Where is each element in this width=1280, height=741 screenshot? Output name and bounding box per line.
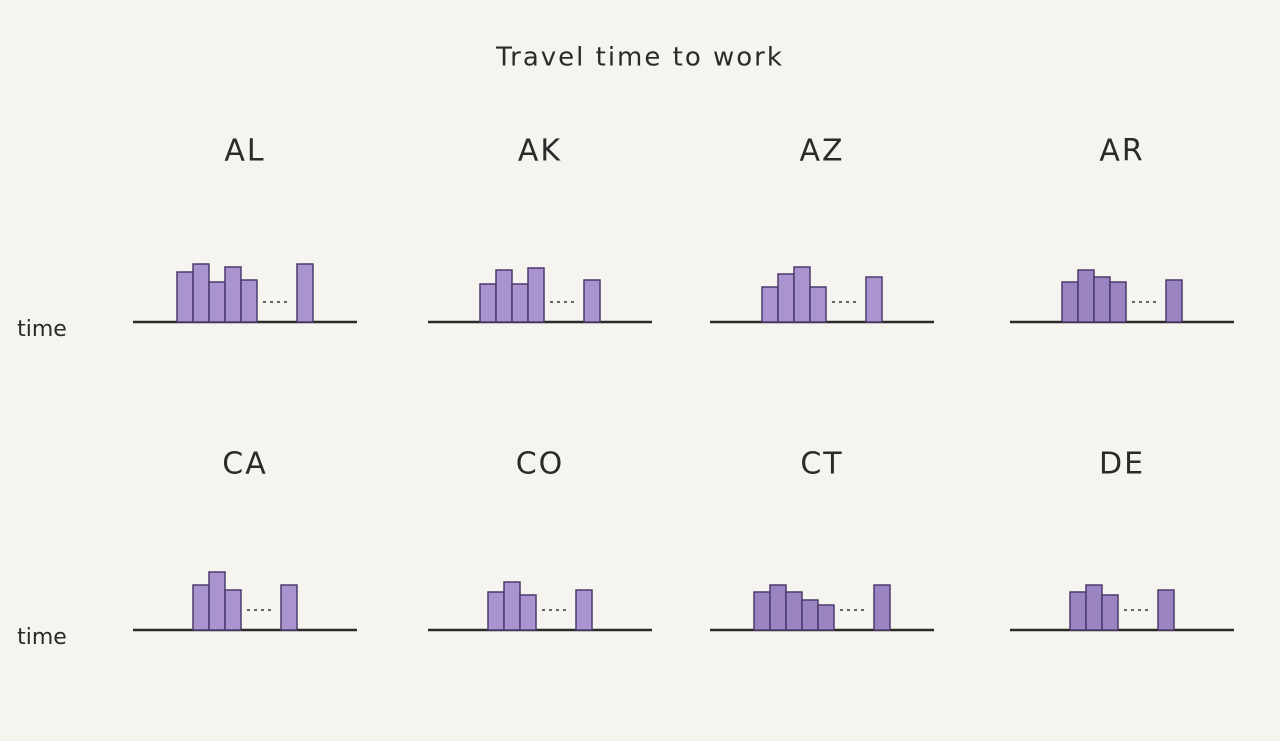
panel-title: CO bbox=[516, 447, 565, 482]
bar bbox=[761, 286, 779, 323]
bar bbox=[785, 591, 803, 631]
y-axis-label: time bbox=[17, 625, 67, 650]
bar bbox=[777, 273, 795, 323]
bar bbox=[479, 283, 497, 323]
panel-title: AZ bbox=[799, 134, 844, 169]
bar bbox=[503, 581, 521, 631]
page-title: Travel time to work bbox=[495, 43, 784, 73]
bar bbox=[176, 271, 194, 323]
bar bbox=[575, 589, 593, 631]
bar bbox=[495, 269, 513, 323]
bar bbox=[240, 279, 258, 323]
bar bbox=[1157, 589, 1175, 631]
bar bbox=[224, 589, 242, 631]
bar bbox=[1061, 281, 1079, 323]
panel-title: AK bbox=[518, 134, 562, 169]
bar bbox=[809, 286, 827, 323]
panel-title: AL bbox=[224, 134, 265, 169]
bar bbox=[1093, 276, 1111, 323]
panel-title: CT bbox=[800, 447, 843, 482]
panel-title: CA bbox=[222, 447, 267, 482]
bar bbox=[280, 584, 298, 631]
bar bbox=[753, 591, 771, 631]
bar bbox=[296, 263, 314, 323]
bar bbox=[208, 281, 226, 323]
bar bbox=[873, 584, 891, 631]
bar bbox=[1101, 594, 1119, 631]
bar bbox=[1077, 269, 1095, 323]
bar bbox=[1085, 584, 1103, 631]
bar bbox=[519, 594, 537, 631]
bar bbox=[527, 267, 545, 323]
bar bbox=[1109, 281, 1127, 323]
bar bbox=[1165, 279, 1183, 323]
bar bbox=[192, 263, 210, 323]
bar bbox=[208, 571, 226, 631]
bar bbox=[817, 604, 835, 631]
bar bbox=[511, 283, 529, 323]
panel-title: DE bbox=[1099, 447, 1145, 482]
bar bbox=[583, 279, 601, 323]
bar bbox=[192, 584, 210, 631]
panel-title: AR bbox=[1099, 134, 1144, 169]
bar bbox=[793, 266, 811, 323]
bar bbox=[865, 276, 883, 323]
bar bbox=[769, 584, 787, 631]
y-axis-label: time bbox=[17, 317, 67, 342]
bar bbox=[224, 266, 242, 323]
bar bbox=[1069, 591, 1087, 631]
bar bbox=[801, 599, 819, 631]
bar bbox=[487, 591, 505, 631]
